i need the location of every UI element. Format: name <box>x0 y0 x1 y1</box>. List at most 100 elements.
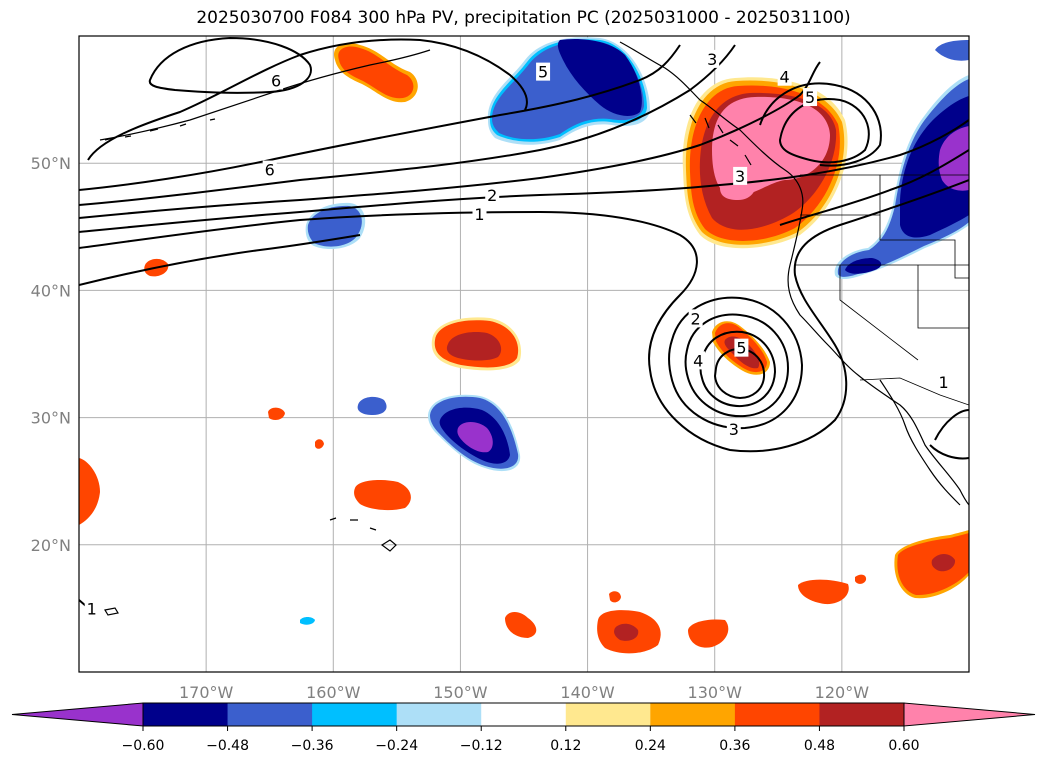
lon-tick-label: 120°W <box>815 683 870 702</box>
contour-label-bg <box>269 71 284 90</box>
lon-tick-label: 170°W <box>179 683 234 702</box>
precip-blob-small4 <box>609 591 621 603</box>
precip-blob-28n-purple <box>457 422 493 453</box>
contour-label-bg <box>777 67 792 86</box>
lon-tick-label: 160°W <box>306 683 361 702</box>
pv-contour-6-north <box>87 38 528 161</box>
pv-contours <box>79 36 969 613</box>
pv-contour-low-4 <box>699 330 777 408</box>
colorbar-under-extend <box>11 702 144 727</box>
pv-contour-mexico-1 <box>934 409 969 441</box>
precip-blob-alaska-red <box>338 46 414 99</box>
contour-label-bg <box>691 351 706 370</box>
lat-tick-label: 30°N <box>31 409 71 428</box>
contour-label-bg <box>536 62 551 81</box>
precip-anomaly-shading <box>79 37 969 654</box>
contour-label-bg <box>84 599 99 618</box>
contour-label: 1 <box>938 373 948 392</box>
pv-contour-gulf-3 <box>779 149 969 226</box>
contour-label-bg <box>733 166 748 185</box>
pv-contour-0 <box>79 234 361 286</box>
coast-hawaii <box>329 517 397 552</box>
colorbar-swatch <box>481 703 567 726</box>
contour-label-bg <box>734 338 749 357</box>
precip-blob-south2 <box>505 612 537 638</box>
colorbar-over-extend <box>903 702 1036 727</box>
colorbar-tick-label: −0.24 <box>375 738 418 754</box>
colorbar-tick-label: 0.60 <box>888 738 919 754</box>
map-plot-area <box>79 36 969 672</box>
lon-tick-label: 140°W <box>560 683 615 702</box>
border-us-mexico <box>859 377 969 406</box>
border-ca-nv <box>839 265 919 361</box>
contour-label: 5 <box>805 88 815 107</box>
colorbar-swatch <box>734 703 820 726</box>
colorbar-swatch <box>396 703 482 726</box>
colorbar-swatch <box>650 703 736 726</box>
border-id <box>879 175 969 279</box>
pv-contour-low-5 <box>713 347 766 400</box>
coast-islands-bc <box>689 114 752 166</box>
contour-label: 5 <box>736 339 746 358</box>
contour-label-bg <box>262 160 277 179</box>
colorbar-swatch <box>143 703 229 726</box>
pv-contour-low-3 <box>684 313 790 418</box>
precip-blob-south3 <box>688 619 729 648</box>
lat-tick-label: 40°N <box>31 281 71 300</box>
precip-blob-small1 <box>268 407 285 421</box>
precip-blob-south1-dark <box>614 623 639 641</box>
lat-tick-label: 50°N <box>31 154 71 173</box>
contour-label-bg <box>803 88 818 107</box>
pv-contour-1 <box>79 179 969 453</box>
contour-label: 3 <box>735 167 745 186</box>
precip-blob-hawaii-n <box>354 480 411 511</box>
pv-contour-5 <box>79 44 681 191</box>
pv-contour-6-loop <box>148 36 312 94</box>
pv-contour-3 <box>79 61 821 219</box>
coast-island-sw <box>104 607 119 616</box>
colorbar-tick-label: −0.48 <box>206 738 249 754</box>
contour-label: 2 <box>691 309 701 328</box>
colorbar-tick-label: −0.12 <box>460 738 503 754</box>
contour-label: 5 <box>538 63 548 82</box>
precip-blob-goa-navy <box>557 38 642 116</box>
contour-label-bg <box>485 186 500 204</box>
precip-blob-w-edge <box>79 458 100 525</box>
contour-label: 6 <box>271 72 281 91</box>
precip-blob-south4 <box>798 579 849 605</box>
contour-label: 1 <box>474 205 484 224</box>
contour-label: 1 <box>87 599 97 618</box>
contour-label: 3 <box>729 420 739 439</box>
latitude-tick-labels: 20°N 30°N 40°N 50°N <box>31 154 71 555</box>
coastlines <box>99 41 969 616</box>
precip-blob-35n-darkred <box>446 332 502 361</box>
contour-label: 3 <box>707 50 717 69</box>
lon-tick-label: 150°W <box>433 683 488 702</box>
colorbar: −0.60 −0.48 −0.36 −0.24 −0.12 0.12 0.24 0.36 0.4… <box>11 702 1036 754</box>
precip-blob-small2 <box>315 439 324 449</box>
contour-label-bg <box>726 420 741 439</box>
colorbar-tick-label: 0.36 <box>719 738 750 754</box>
precip-blob-se-dark <box>931 554 956 572</box>
precip-blob-corner <box>935 40 969 61</box>
map-frame <box>78 35 970 673</box>
contour-label: 6 <box>265 161 275 180</box>
coast-alaska-peninsula <box>99 49 431 141</box>
colorbar-swatch <box>565 703 651 726</box>
lat-tick-label: 20°N <box>31 536 71 555</box>
colorbar-swatch <box>819 703 905 726</box>
pv-contour-mexico-1b <box>929 444 969 460</box>
colorbar-tick-label: 0.48 <box>804 738 835 754</box>
border-nv-ut <box>917 265 969 329</box>
colorbar-frame <box>142 702 905 727</box>
precip-blob-rockies-navy2 <box>845 258 882 274</box>
colorbar-tick-label: 0.24 <box>635 738 666 754</box>
contour-label-bg <box>472 205 487 224</box>
colorbar-tick-label: −0.36 <box>291 738 334 754</box>
contour-label: 4 <box>780 68 790 87</box>
lon-tick-label: 130°W <box>688 683 743 702</box>
pv-contour-pnw-4 <box>759 82 882 167</box>
coast-aleutians <box>104 118 216 141</box>
contour-label: 4 <box>693 351 703 370</box>
